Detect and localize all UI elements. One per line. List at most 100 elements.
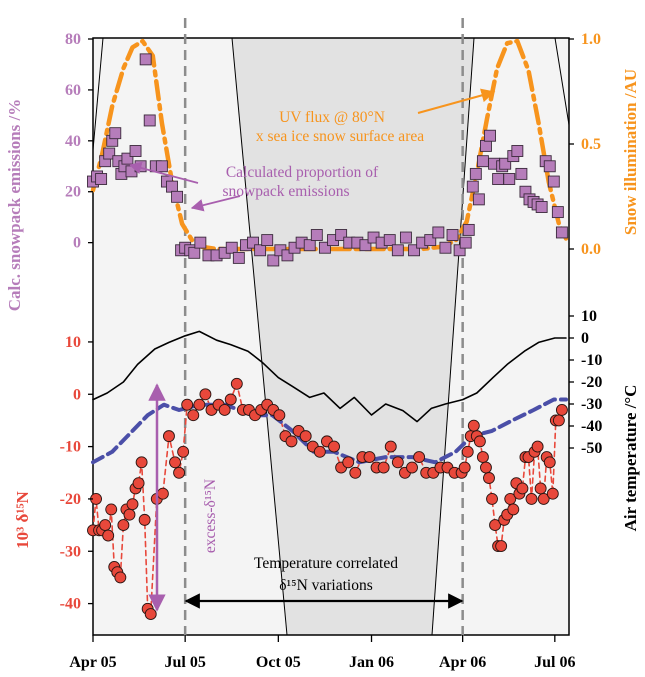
- d15n-point: [169, 456, 181, 469]
- y-tick-label-right-nitrate: 0: [581, 330, 589, 347]
- d15n-point: [181, 398, 194, 411]
- y-tick-label-left-nitrate: -40: [60, 596, 81, 613]
- d15n-point: [328, 440, 340, 453]
- d15n-point: [555, 404, 568, 416]
- snowpack-point: [472, 193, 485, 206]
- d15n-point: [552, 414, 565, 427]
- d15n-point: [495, 540, 508, 552]
- d15n-point: [273, 409, 286, 422]
- snowpack-point: [492, 173, 505, 185]
- y-tick-label-left-snowpack: 40: [65, 133, 81, 150]
- d15n-point: [123, 508, 136, 521]
- snowpack-point: [129, 145, 142, 157]
- d15n-point: [534, 482, 547, 495]
- snowpack-point: [303, 239, 316, 252]
- y-tick-label-right-snowpack: 0.0: [581, 241, 601, 258]
- d15n-point: [187, 409, 200, 422]
- snowpack-point: [515, 167, 528, 180]
- y-tick-label-right-snowpack: 1.0: [581, 31, 601, 48]
- snowpack-point: [439, 241, 452, 254]
- d15n-point: [102, 529, 115, 542]
- d15n-point: [377, 461, 390, 474]
- d15n-point: [193, 398, 206, 411]
- snowpack-point: [424, 234, 437, 247]
- y-tick-label-left-snowpack: 80: [65, 31, 81, 48]
- d15n-point: [461, 445, 474, 458]
- y-tick-label-left-nitrate: -30: [60, 543, 81, 560]
- d15n-point: [543, 456, 556, 469]
- snowpack-point: [95, 173, 108, 185]
- y-tick-label-right-nitrate: 10: [581, 308, 597, 325]
- d15n-point: [132, 477, 145, 490]
- d15n-point: [144, 608, 157, 621]
- d15n-point: [537, 492, 550, 505]
- y-tick-label-left-snowpack: 0: [73, 235, 81, 252]
- d15n-point: [285, 435, 298, 448]
- d15n-point: [138, 513, 151, 526]
- d15n-point: [99, 519, 112, 532]
- y-tick-label-right-nitrate: -50: [581, 440, 602, 457]
- series-line-snowpack-1: [90, 38, 569, 252]
- d15n-point: [483, 472, 495, 484]
- snowpack-point: [171, 190, 184, 203]
- d15n-point: [473, 435, 486, 448]
- d15n-point: [507, 503, 520, 516]
- annot-uv-flux-line2: x sea ice snow surface area: [256, 128, 424, 145]
- annot-temperature-line1: Temperature correlated: [254, 555, 398, 572]
- snowpack-point: [543, 160, 556, 173]
- series-line-nitrate-2: [92, 330, 567, 423]
- snowpack-point: [188, 246, 201, 259]
- snowpack-point: [267, 254, 280, 267]
- d15n-point: [135, 456, 148, 469]
- d15n-point: [531, 440, 544, 453]
- snowpack-point: [462, 223, 475, 236]
- d15n-point: [117, 519, 130, 532]
- d15n-point: [476, 451, 489, 464]
- d15n-point: [349, 466, 362, 479]
- x-tick-label: Apr 06: [439, 654, 486, 671]
- snowpack-point: [484, 129, 496, 142]
- daylight-curve-right: [554, 37, 570, 126]
- chart-marks: [87, 18, 569, 641]
- d15n-point: [114, 571, 127, 584]
- d15n-point: [391, 456, 404, 469]
- y-axis-title-airtemperature: Air temperature /°C: [621, 385, 640, 532]
- y-axis-title-d15n: 10³ δ¹⁵N: [13, 490, 32, 548]
- snowpack-point: [469, 167, 482, 180]
- snowpack-point: [551, 206, 564, 219]
- d15n-point: [105, 503, 118, 516]
- x-tick-label: Oct 05: [256, 654, 301, 671]
- d15n-point: [299, 430, 312, 443]
- snowpack-point: [139, 53, 152, 66]
- snowpack-point: [535, 201, 548, 213]
- d15n-point: [363, 451, 376, 464]
- snowpack-point: [511, 145, 524, 157]
- snowpack-point: [254, 244, 267, 257]
- d15n-point: [177, 445, 190, 458]
- snowpack-point: [166, 180, 178, 193]
- daylight-boundary-left: [231, 37, 288, 636]
- y-tick-label-left-nitrate: 10: [65, 334, 81, 351]
- y-tick-label-right-nitrate: -10: [581, 352, 602, 369]
- d15n-point: [546, 487, 559, 500]
- annot-uv-flux-arrow: [417, 88, 496, 114]
- snowpack-point: [547, 175, 560, 188]
- snowpack-point: [109, 127, 122, 140]
- daylight-boundary-right: [431, 37, 475, 636]
- d15n-point: [224, 393, 237, 406]
- d15n-point: [313, 445, 326, 458]
- plot-frame: [92, 37, 570, 636]
- polar-night-shading: [232, 38, 474, 635]
- annot-calculated-arrow-right: [190, 195, 241, 212]
- daylight-curve-left: [92, 37, 104, 151]
- snowpack-point: [408, 244, 420, 257]
- y-tick-label-left-snowpack: 20: [65, 184, 81, 201]
- y-axis-title-snowpack: Calc. snowpack emissions /%: [5, 99, 24, 312]
- snowpack-point: [281, 249, 294, 262]
- snowpack-point: [555, 226, 568, 239]
- x-tick-label: Jan 06: [349, 654, 394, 671]
- d15n-point: [126, 498, 139, 511]
- annot-calculated-line1: Calculated proportion of: [226, 164, 379, 181]
- snowpack-point: [318, 241, 331, 254]
